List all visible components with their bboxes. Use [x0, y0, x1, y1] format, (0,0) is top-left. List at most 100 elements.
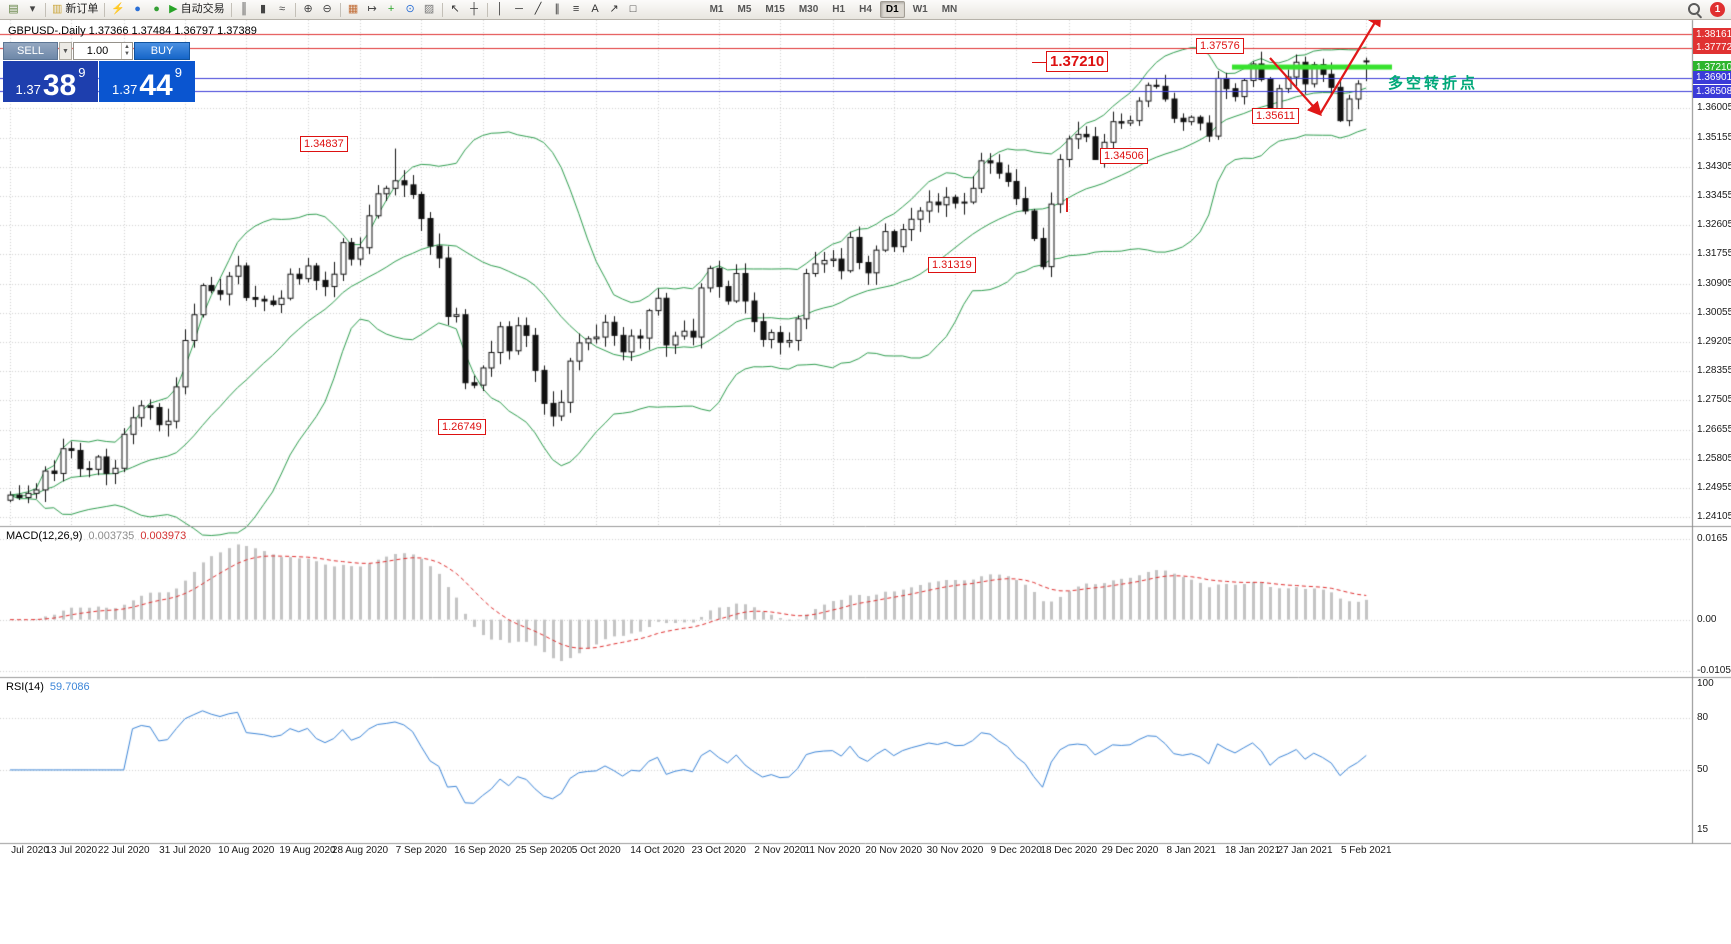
- auto-scroll-button-glyph: ↦: [367, 3, 377, 15]
- date-axis-label: 20 Nov 2020: [865, 845, 923, 856]
- trendline-tool[interactable]: ╱: [529, 1, 548, 18]
- auto-scroll-button[interactable]: ↦: [363, 1, 382, 18]
- sell-price-head: 1.37: [15, 82, 41, 97]
- cursor-tool-glyph: ↖: [450, 3, 460, 15]
- rsi-axis-label: 15: [1697, 823, 1709, 835]
- autotrade-button[interactable]: ▶ 自动交易: [166, 1, 227, 18]
- periods-button-glyph: ⊙: [405, 3, 415, 15]
- bar-chart-mode-glyph: ║: [240, 3, 248, 15]
- toolbar-separator: [339, 2, 341, 17]
- zoom-in-button[interactable]: ⊕: [299, 1, 318, 18]
- timeframe-d1[interactable]: D1: [879, 1, 905, 18]
- tile-windows-button[interactable]: ▦: [344, 1, 363, 18]
- search-icon[interactable]: [1687, 2, 1702, 17]
- buy-price-head: 1.37: [112, 82, 138, 97]
- new-chart-button-glyph: ▤: [8, 3, 19, 15]
- price-annotation[interactable]: 1.37576: [1196, 38, 1244, 54]
- new-order-button-glyph: ▥: [52, 3, 63, 15]
- crosshair-tool[interactable]: ┼: [465, 1, 484, 18]
- date-axis-label: 22 Jul 2020: [97, 845, 150, 856]
- timeframe-m15[interactable]: M15: [765, 4, 785, 15]
- notification-badge[interactable]: 1: [1710, 2, 1725, 17]
- bar-chart-mode[interactable]: ║: [235, 1, 254, 18]
- macd-axis-label: 0.0165: [1697, 532, 1728, 544]
- vertical-line-tool[interactable]: │: [491, 1, 510, 18]
- stepper-down-icon[interactable]: ▼: [124, 51, 130, 57]
- price-axis-label: 1.26655: [1697, 423, 1731, 435]
- date-axis-label: 19 Aug 2020: [279, 845, 336, 856]
- toolbar-icon-group: ▤ ▾ ▥ 新订单 ⚡ ● ● ▶ 自动交易 ║ ▮ ≈ ⊕ ⊖ ▦ ↦ + ⊙ ▨ ↖ ┼ │ ─ ╱ ∥ ≡ A ↗ □: [4, 0, 643, 20]
- add-indicator-button[interactable]: +: [382, 1, 401, 18]
- new-order-button[interactable]: ▥ 新订单: [49, 1, 101, 18]
- text-tool-glyph: A: [591, 3, 599, 15]
- periods-button[interactable]: ⊙: [401, 1, 420, 18]
- trendline-tool-glyph: ╱: [534, 3, 542, 15]
- date-axis-label: 18 Dec 2020: [1040, 845, 1098, 856]
- date-axis-label: 5 Feb 2021: [1340, 845, 1392, 856]
- timeframe-m5[interactable]: M5: [737, 4, 752, 15]
- one-click-header-row: SELL ▼ 1.00 ▲ ▼ BUY: [3, 42, 195, 60]
- candlestick-mode[interactable]: ▮: [254, 1, 273, 18]
- volume-input[interactable]: 1.00 ▲ ▼: [73, 42, 133, 60]
- new-chart-button[interactable]: ▤: [4, 1, 23, 18]
- price-line-badge: 1.37210: [1693, 60, 1731, 74]
- volume-dropdown-caret[interactable]: ▼: [59, 42, 72, 60]
- toolbar-right-group: 1: [1687, 2, 1727, 17]
- price-axis-label: 1.34305: [1697, 160, 1731, 172]
- volume-stepper[interactable]: ▲ ▼: [121, 43, 132, 59]
- templates-button[interactable]: ▨: [420, 1, 439, 18]
- timeframe-w1[interactable]: W1: [912, 4, 928, 15]
- price-annotation[interactable]: 1.37210: [1031, 51, 1109, 72]
- autotrade-button-glyph: ▶: [169, 3, 178, 15]
- buy-price-button[interactable]: 1.37 44 9: [99, 61, 195, 102]
- cursor-tool[interactable]: ↖: [446, 1, 465, 18]
- buy-button[interactable]: BUY: [134, 42, 190, 60]
- date-axis-label: 13 Jul 2020: [45, 845, 98, 856]
- horizontal-line-tool[interactable]: ─: [510, 1, 529, 18]
- chart-note-text[interactable]: 多空转折点: [1388, 75, 1479, 92]
- trade-marker[interactable]: [1066, 198, 1068, 212]
- timeframe-h1[interactable]: H1: [832, 4, 846, 15]
- price-annotation[interactable]: 1.35611: [1252, 108, 1299, 124]
- stepper-up-icon[interactable]: ▲: [124, 44, 130, 51]
- price-annotation[interactable]: 1.31319: [928, 257, 976, 273]
- macd-axis-label: 0.00: [1697, 613, 1717, 625]
- price-axis-label: 1.28355: [1697, 365, 1731, 377]
- price-annotation[interactable]: 1.34837: [300, 136, 348, 152]
- timeframe-m30[interactable]: M30: [798, 4, 819, 15]
- sell-button[interactable]: SELL: [3, 42, 58, 60]
- community-icon[interactable]: ●: [147, 1, 166, 18]
- price-annotation[interactable]: 1.26749: [438, 419, 486, 435]
- timeframe-m1[interactable]: M1: [709, 4, 724, 15]
- price-axis-label: 1.35155: [1697, 131, 1731, 143]
- volume-value: 1.00: [86, 45, 109, 57]
- expert-advisors-icon[interactable]: ⚡: [108, 1, 128, 18]
- sell-price-sup: 9: [78, 65, 86, 80]
- rsi-axis-label: 100: [1697, 678, 1714, 690]
- buy-price-sup: 9: [174, 65, 182, 80]
- sell-price-button[interactable]: 1.37 38 9: [3, 61, 98, 102]
- rsi-value: 59.7086: [49, 681, 90, 693]
- timeframe-mn[interactable]: MN: [941, 4, 958, 15]
- fibonacci-tool-glyph: ≡: [572, 3, 580, 15]
- price-axis-label: 1.36005: [1697, 102, 1731, 114]
- profiles-dropdown[interactable]: ▾: [23, 1, 42, 18]
- profiles-dropdown-glyph: ▾: [29, 3, 36, 15]
- shapes-tool[interactable]: □: [624, 1, 643, 18]
- price-annotation[interactable]: 1.34506: [1100, 148, 1148, 164]
- line-chart-mode[interactable]: ≈: [273, 1, 292, 18]
- date-axis-label: 5 Oct 2020: [571, 845, 621, 856]
- fibonacci-tool[interactable]: ≡: [567, 1, 586, 18]
- arrows-tool[interactable]: ↗: [605, 1, 624, 18]
- timeframe-h4[interactable]: H4: [859, 4, 872, 15]
- channel-tool[interactable]: ∥: [548, 1, 567, 18]
- price-line-badge: 1.37772: [1693, 41, 1731, 55]
- text-tool[interactable]: A: [586, 1, 605, 18]
- zoom-out-button[interactable]: ⊖: [318, 1, 337, 18]
- price-axis-label: 1.27505: [1697, 394, 1731, 406]
- price-line-badge: 1.36901: [1693, 71, 1731, 85]
- metaquotes-icon[interactable]: ●: [128, 1, 147, 18]
- toolbar-separator: [486, 2, 488, 17]
